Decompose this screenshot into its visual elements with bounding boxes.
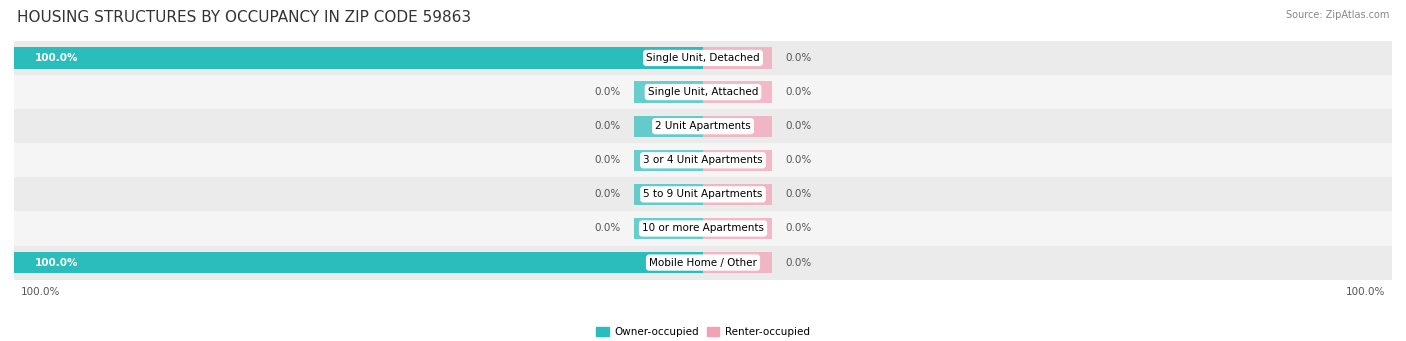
Bar [634, 81, 703, 103]
Text: Mobile Home / Other: Mobile Home / Other [650, 257, 756, 268]
Text: 100.0%: 100.0% [35, 53, 79, 63]
Bar [14, 143, 1392, 177]
Bar [14, 177, 1392, 211]
Bar [703, 252, 772, 273]
Text: Source: ZipAtlas.com: Source: ZipAtlas.com [1285, 10, 1389, 20]
Bar [703, 218, 772, 239]
Bar [14, 75, 1392, 109]
Text: 3 or 4 Unit Apartments: 3 or 4 Unit Apartments [643, 155, 763, 165]
Text: 0.0%: 0.0% [786, 87, 811, 97]
Text: Single Unit, Attached: Single Unit, Attached [648, 87, 758, 97]
Bar [634, 116, 703, 137]
Text: 10 or more Apartments: 10 or more Apartments [643, 223, 763, 234]
Text: 100.0%: 100.0% [21, 287, 60, 297]
Text: 0.0%: 0.0% [786, 189, 811, 199]
Bar [703, 184, 772, 205]
Bar [14, 211, 1392, 246]
Bar [14, 41, 1392, 75]
Text: 0.0%: 0.0% [595, 87, 620, 97]
Bar [703, 81, 772, 103]
Bar [14, 246, 1392, 280]
Bar [703, 47, 772, 69]
Bar [634, 150, 703, 171]
Bar [14, 47, 703, 69]
Bar [14, 109, 1392, 143]
Bar [634, 218, 703, 239]
Text: 0.0%: 0.0% [595, 189, 620, 199]
Bar [14, 252, 703, 273]
Bar [703, 116, 772, 137]
Text: 100.0%: 100.0% [35, 257, 79, 268]
Text: 0.0%: 0.0% [786, 53, 811, 63]
Text: 2 Unit Apartments: 2 Unit Apartments [655, 121, 751, 131]
Bar [634, 184, 703, 205]
Text: 0.0%: 0.0% [595, 121, 620, 131]
Text: Single Unit, Detached: Single Unit, Detached [647, 53, 759, 63]
Text: 5 to 9 Unit Apartments: 5 to 9 Unit Apartments [644, 189, 762, 199]
Text: 0.0%: 0.0% [786, 155, 811, 165]
Text: 0.0%: 0.0% [595, 223, 620, 234]
Text: 100.0%: 100.0% [1346, 287, 1385, 297]
Text: 0.0%: 0.0% [786, 121, 811, 131]
Text: HOUSING STRUCTURES BY OCCUPANCY IN ZIP CODE 59863: HOUSING STRUCTURES BY OCCUPANCY IN ZIP C… [17, 10, 471, 25]
Text: 0.0%: 0.0% [786, 223, 811, 234]
Bar [703, 150, 772, 171]
Legend: Owner-occupied, Renter-occupied: Owner-occupied, Renter-occupied [592, 323, 814, 341]
Text: 0.0%: 0.0% [595, 155, 620, 165]
Text: 0.0%: 0.0% [786, 257, 811, 268]
